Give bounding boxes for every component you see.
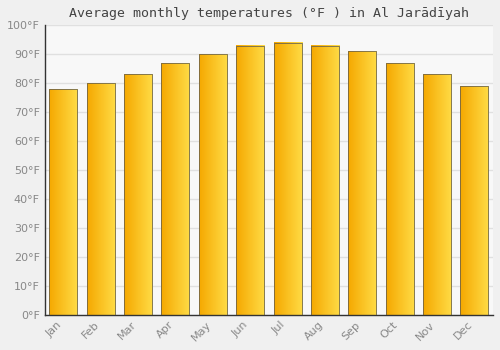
- Bar: [124, 75, 152, 315]
- Bar: [348, 51, 376, 315]
- Bar: [423, 75, 451, 315]
- Bar: [460, 86, 488, 315]
- Bar: [236, 46, 264, 315]
- Title: Average monthly temperatures (°F ) in Al Jarādīyah: Average monthly temperatures (°F ) in Al…: [69, 7, 469, 20]
- Bar: [386, 63, 413, 315]
- Bar: [274, 43, 301, 315]
- Bar: [86, 83, 115, 315]
- Bar: [50, 89, 78, 315]
- Bar: [162, 63, 190, 315]
- Bar: [199, 54, 227, 315]
- Bar: [311, 46, 339, 315]
